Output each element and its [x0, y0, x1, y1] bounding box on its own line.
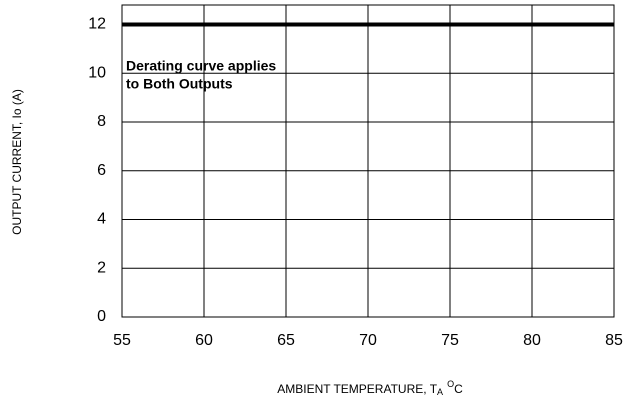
- x-tick-label: 55: [113, 332, 131, 349]
- x-tick-label: 80: [523, 332, 541, 349]
- y-axis-label: OUTPUT CURRENT, Io (A): [10, 89, 24, 235]
- x-axis-label-sup: O: [447, 379, 454, 389]
- y-tick-label: 10: [88, 64, 106, 81]
- x-axis-label-sub: A: [437, 387, 443, 397]
- x-tick-label: 75: [441, 332, 459, 349]
- x-tick-label: 60: [195, 332, 213, 349]
- y-tick-label: 0: [97, 308, 106, 325]
- y-tick-label: 12: [88, 16, 106, 33]
- annotation: to Both Outputs: [126, 76, 233, 92]
- y-tick-label: 8: [97, 113, 106, 130]
- y-tick-label: 4: [97, 211, 106, 228]
- x-axis-label: AMBIENT TEMPERATURE, TAOC: [277, 379, 463, 397]
- x-tick-label: 70: [359, 332, 377, 349]
- annotation: Derating curve applies: [126, 58, 276, 74]
- y-tick-label: 6: [97, 162, 106, 179]
- x-axis-label-main: AMBIENT TEMPERATURE, T: [277, 382, 437, 396]
- x-tick-label: 65: [277, 332, 295, 349]
- x-axis-label-unit: C: [454, 382, 463, 396]
- y-tick-label: 2: [97, 259, 106, 276]
- x-tick-label: 85: [605, 332, 623, 349]
